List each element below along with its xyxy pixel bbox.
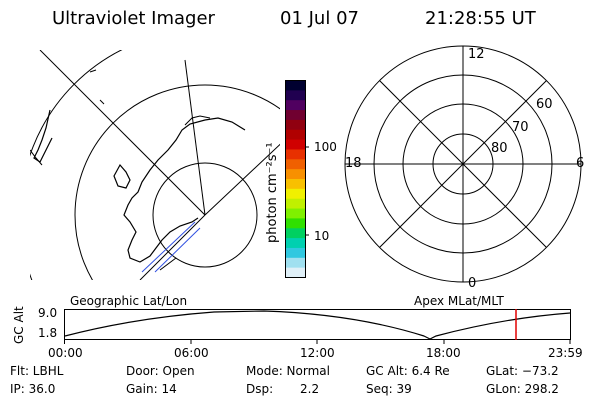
- info-dsp-label: Dsp:: [246, 382, 274, 396]
- map-meridian: [39, 50, 206, 216]
- colorbar-swatch: [285, 188, 306, 200]
- map-meridian: [139, 214, 206, 280]
- polar-mlt-plot: [344, 45, 582, 283]
- timeline-y-bottom: 1.8: [38, 326, 58, 340]
- colorbar-swatch: [285, 267, 306, 278]
- timeline-tick-2359: 23:59: [548, 346, 583, 360]
- polar-diagonal: [379, 80, 547, 248]
- polar-label-0: 0: [468, 276, 477, 291]
- colorbar-swatch: [285, 238, 306, 249]
- colorbar-swatch: [285, 90, 306, 101]
- colorbar-tick-100: 100: [314, 140, 337, 154]
- intensity-colorbar: [285, 80, 309, 278]
- colorbar-swatch: [285, 80, 306, 91]
- colorbar-swatch: [285, 228, 306, 239]
- polar-lat-60: 60: [536, 97, 553, 112]
- altitude-timeline: [64, 309, 571, 344]
- date-label: 01 Jul 07: [280, 8, 359, 29]
- timeline-tick-0000: 00:00: [48, 346, 83, 360]
- info-gc-alt: GC Alt: 6.4 Re: [366, 364, 450, 378]
- map-coastline: [159, 257, 177, 271]
- colorbar-swatch: [285, 208, 306, 219]
- map-lat-circle-mid: [74, 84, 280, 280]
- colorbar-swatch: [285, 119, 306, 131]
- time-label: 21:28:55 UT: [425, 8, 536, 29]
- map-coastline: [33, 109, 53, 163]
- orbit-track: [141, 221, 196, 273]
- map-meridian: [184, 59, 206, 216]
- info-dsp-value: 2.2: [300, 382, 320, 396]
- colorbar-swatch: [285, 179, 306, 190]
- polar-label-12: 12: [468, 47, 485, 62]
- map-coastline: [184, 115, 211, 126]
- geographic-map: [30, 50, 280, 280]
- timeline-y-top: 9.0: [38, 306, 58, 320]
- map-coastline: [89, 69, 97, 73]
- timeline-right-label: Apex MLat/MLT: [414, 294, 504, 308]
- info-door: Door: Open: [126, 364, 195, 378]
- colorbar-swatch: [285, 218, 306, 229]
- timeline-tick-0600: 06:00: [174, 346, 209, 360]
- colorbar-swatch: [285, 129, 306, 141]
- colorbar-swatch: [285, 159, 306, 170]
- info-gain: Gain: 14: [126, 382, 177, 396]
- colorbar-tick-10: 10: [314, 229, 330, 243]
- timeline-tick-1200: 12:00: [300, 346, 335, 360]
- info-ip: IP: 36.0: [10, 382, 56, 396]
- timeline-left-label: Geographic Lat/Lon: [70, 294, 188, 308]
- orbit-track: [154, 227, 201, 273]
- colorbar-swatch: [285, 139, 306, 150]
- polar-label-6: 6: [576, 156, 585, 171]
- map-coastline: [123, 117, 246, 263]
- colorbar-swatch: [285, 100, 306, 111]
- altitude-curve: [64, 310, 571, 340]
- timeline-tick-1800: 18:00: [426, 346, 461, 360]
- colorbar-unit-label: photon cm⁻²s⁻¹: [265, 142, 280, 243]
- colorbar-swatch: [285, 110, 306, 121]
- map-lat-circle-inner: [152, 162, 258, 268]
- colorbar-swatch: [285, 257, 306, 269]
- map-coastline: [30, 149, 43, 166]
- timeline-axis-title: GC Alt: [12, 306, 26, 344]
- app-title: Ultraviolet Imager: [52, 8, 215, 29]
- info-flt: Flt: LBHL: [10, 364, 64, 378]
- map-coastline: [99, 99, 105, 105]
- info-glon: GLon: 298.2: [486, 382, 559, 396]
- colorbar-swatch: [285, 247, 306, 259]
- info-seq: Seq: 39: [366, 382, 412, 396]
- info-mode: Mode: Normal: [246, 364, 330, 378]
- info-glat: GLat: −73.2: [486, 364, 559, 378]
- map-coastline: [113, 163, 131, 189]
- colorbar-swatch: [285, 198, 306, 210]
- polar-label-18: 18: [345, 156, 362, 171]
- polar-lat-80: 80: [491, 141, 508, 156]
- polar-lat-70: 70: [512, 120, 529, 135]
- colorbar-swatch: [285, 149, 306, 160]
- map-meridian: [204, 143, 280, 216]
- colorbar-swatch: [285, 169, 306, 180]
